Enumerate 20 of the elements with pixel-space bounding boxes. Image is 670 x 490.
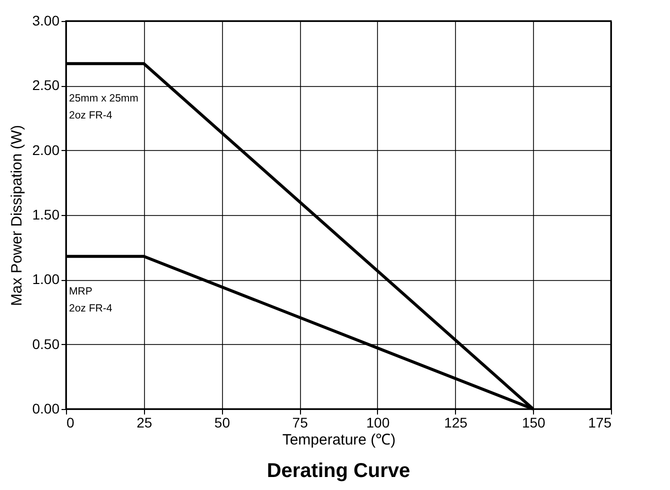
text: MRP 2oz FR-4	[69, 285, 112, 314]
text: 25mm x 25mm 2oz FR-4	[69, 92, 139, 122]
y-tick-label: 2.00	[32, 142, 60, 158]
y-tick-label: 0.00	[32, 400, 60, 416]
x-tick-label: 125	[444, 414, 468, 430]
y-tick-label: 3.00	[32, 12, 60, 28]
x-tick-label: 150	[522, 414, 546, 430]
y-tick-label: 1.50	[32, 206, 60, 222]
y-tick-label: 0.50	[32, 336, 60, 352]
y-tick-label: 1.00	[32, 271, 60, 288]
text: Derating Curve	[266, 460, 410, 482]
x-tick-label: 75	[292, 414, 308, 430]
x-tick-label: 0	[66, 414, 74, 430]
y-axis-title: Max Power Dissipation (W)	[8, 125, 26, 306]
x-tick-label: 25	[136, 414, 152, 430]
x-axis-title: Temperature (℃)	[282, 432, 396, 448]
x-tick-label: 100	[366, 414, 390, 430]
y-tick-label: 2.50	[32, 77, 60, 94]
x-tick-label: 175	[588, 414, 612, 430]
x-tick-label: 50	[214, 414, 230, 430]
